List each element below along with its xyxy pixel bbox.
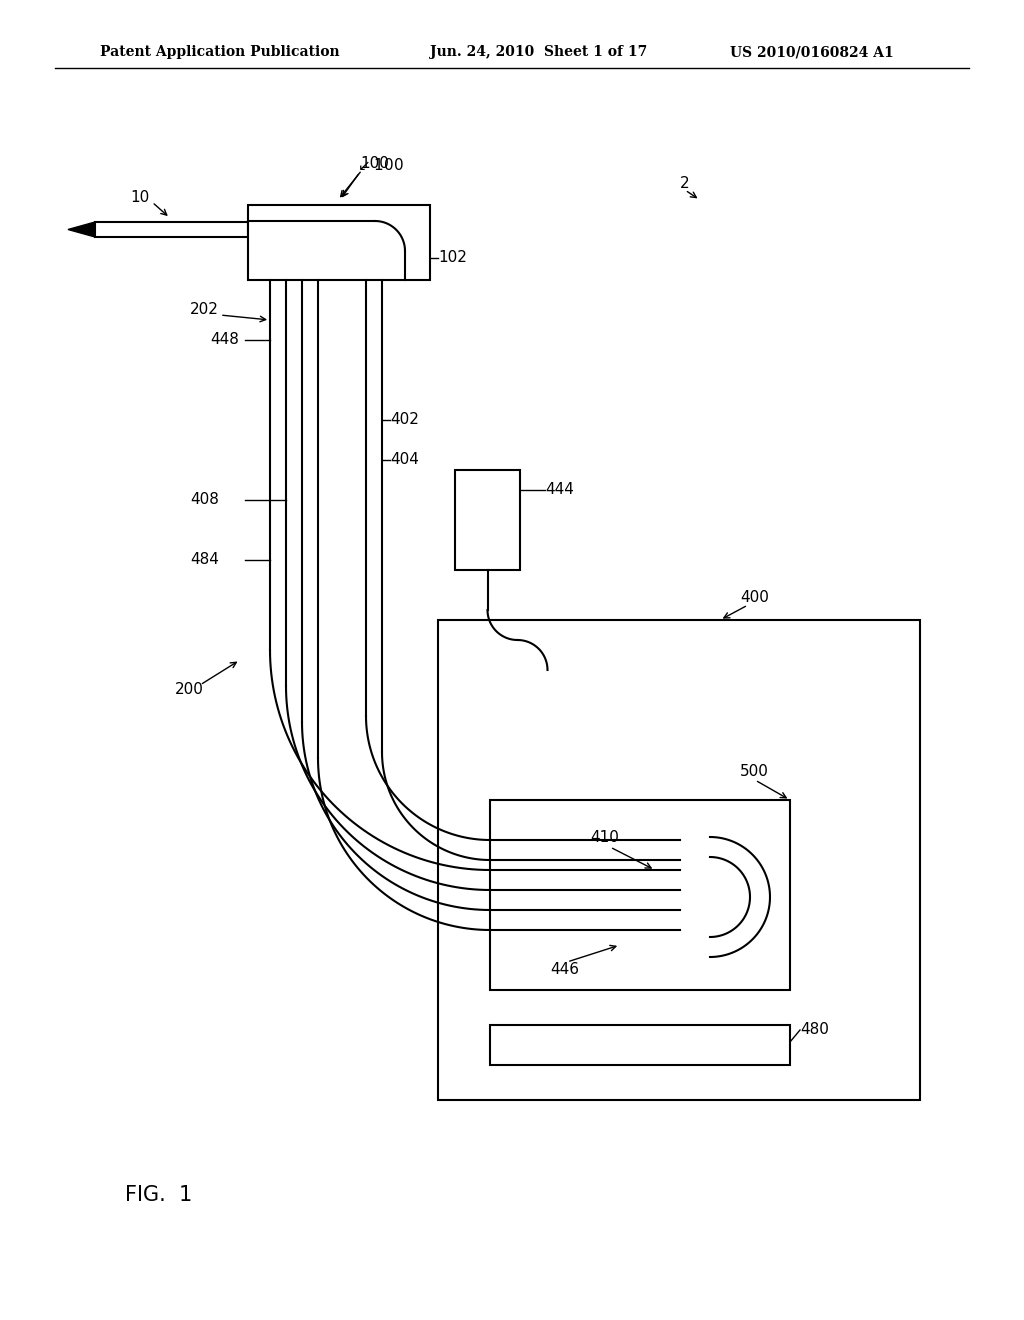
Bar bbox=[455, 470, 520, 570]
Text: 10: 10 bbox=[130, 190, 150, 205]
Text: 100: 100 bbox=[360, 156, 389, 170]
Text: 402: 402 bbox=[390, 412, 419, 428]
Bar bbox=[95, 222, 248, 238]
Text: 448: 448 bbox=[210, 333, 239, 347]
Text: 480: 480 bbox=[800, 1023, 828, 1038]
Text: 444: 444 bbox=[545, 483, 573, 498]
Polygon shape bbox=[68, 222, 95, 238]
Text: $\swarrow$100: $\swarrow$100 bbox=[355, 157, 403, 173]
Text: 200: 200 bbox=[175, 682, 204, 697]
Text: 404: 404 bbox=[390, 453, 419, 467]
Text: 410: 410 bbox=[590, 829, 618, 845]
Bar bbox=[490, 800, 790, 990]
Text: 446: 446 bbox=[550, 962, 579, 978]
Text: FIG.  1: FIG. 1 bbox=[125, 1185, 193, 1205]
Text: 500: 500 bbox=[740, 764, 769, 780]
Text: 102: 102 bbox=[438, 251, 467, 265]
Text: 400: 400 bbox=[740, 590, 769, 606]
Text: Jun. 24, 2010  Sheet 1 of 17: Jun. 24, 2010 Sheet 1 of 17 bbox=[430, 45, 647, 59]
Text: Patent Application Publication: Patent Application Publication bbox=[100, 45, 340, 59]
Text: 408: 408 bbox=[190, 492, 219, 507]
Text: 484: 484 bbox=[190, 553, 219, 568]
Bar bbox=[248, 205, 430, 280]
Text: 202: 202 bbox=[190, 302, 219, 318]
Bar bbox=[490, 1026, 790, 1065]
Bar bbox=[438, 620, 920, 1100]
Text: US 2010/0160824 A1: US 2010/0160824 A1 bbox=[730, 45, 894, 59]
Text: 2: 2 bbox=[680, 176, 689, 190]
